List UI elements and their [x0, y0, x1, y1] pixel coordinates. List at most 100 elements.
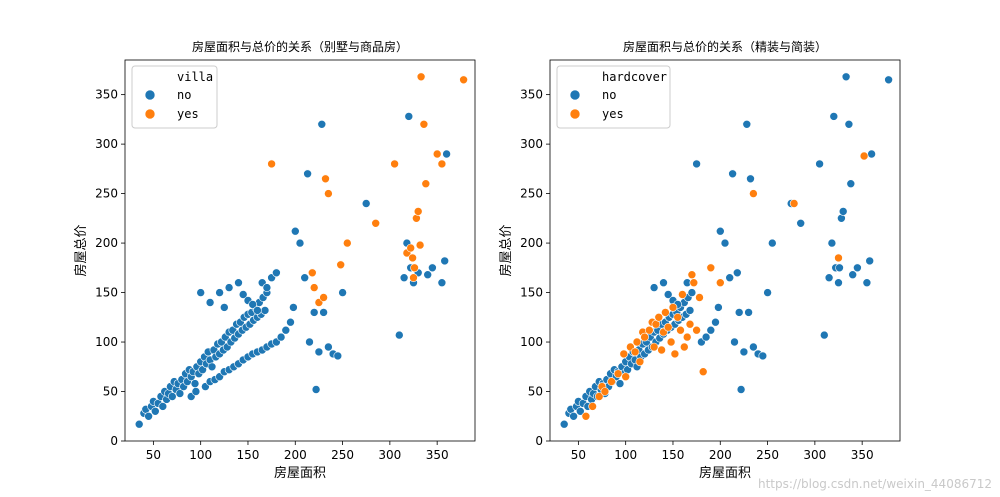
scatter-point-no: [175, 389, 185, 398]
scatter-point-no: [763, 288, 772, 297]
scatter-point-no: [361, 199, 371, 208]
x-axis-label: 房屋面积: [699, 465, 751, 481]
scatter-point-yes: [406, 243, 416, 253]
scatter-point-no: [234, 278, 243, 288]
y-tick-label: 100: [95, 335, 118, 349]
scatter-point-no: [262, 283, 272, 292]
scatter-point-no: [862, 278, 872, 288]
scatter-point-yes: [666, 337, 676, 347]
scatter-point-yes: [749, 189, 758, 198]
scatter-point-no: [701, 332, 711, 342]
scatter-point-no: [314, 347, 324, 357]
x-tick-label: 200: [284, 448, 307, 462]
scatter-point-no: [338, 288, 347, 297]
scatter-point-yes: [415, 240, 425, 250]
scatter-point-yes: [715, 278, 725, 288]
scatter-point-yes: [859, 151, 869, 161]
scatter-point-no: [305, 337, 314, 347]
scatter-point-no: [846, 179, 856, 188]
scatter-point-yes: [692, 325, 701, 335]
legend-label-yes: yes: [177, 107, 199, 121]
scatter-point-no: [440, 256, 450, 266]
chart-panel-2: 50 100 150 200 250 300 350 0 50 100 150 200 250 300 35…: [498, 39, 901, 481]
scatter-point-no: [865, 256, 875, 266]
watermark-text: https://blog.csdn.net/weixin_44086712: [757, 477, 992, 491]
scatter-point-no: [838, 207, 848, 216]
y-tick-label: 250: [95, 187, 118, 201]
scatter-point-no: [711, 317, 720, 327]
scatter-point-no: [884, 75, 893, 85]
legend-title: villa: [177, 70, 213, 84]
scatter-point-no: [728, 169, 737, 179]
scatter-point-no: [746, 174, 755, 184]
scatter-point-no: [749, 342, 758, 352]
scatter-point-no: [168, 392, 177, 401]
scatter-points: [559, 72, 893, 429]
scatter-point-no: [736, 385, 746, 394]
scatter-point-no: [687, 288, 697, 297]
scatter-point-yes: [698, 367, 708, 377]
y-tick-label: 200: [520, 236, 543, 250]
scatter-point-no: [714, 303, 723, 312]
legend-marker-no: [569, 89, 581, 101]
scatter-point-yes: [588, 402, 597, 411]
chart-panel-1: 50 100 150 200 250 300 350 0 50 100 150 200 250 300 35…: [73, 39, 476, 481]
x-tick-label: 300: [803, 448, 826, 462]
scatter-point-no: [732, 268, 742, 278]
scatter-point-no: [394, 330, 404, 340]
scatter-point-no: [841, 72, 851, 82]
scatter-point-no: [238, 290, 248, 299]
scatter-point-yes: [706, 263, 716, 273]
x-tick-label: 350: [426, 448, 449, 462]
x-tick-label: 250: [331, 448, 354, 462]
scatter-point-no: [844, 120, 854, 129]
scatter-point-no: [824, 273, 834, 283]
scatter-point-yes: [371, 219, 381, 228]
scatter-point-no: [215, 288, 224, 297]
scatter-point-no: [207, 362, 217, 372]
scatter-point-yes: [336, 260, 346, 270]
x-axis-label: 房屋面积: [274, 465, 326, 481]
scatter-point-no: [692, 159, 701, 169]
scatter-point-yes: [657, 345, 666, 355]
scatter-point-no: [649, 283, 659, 292]
x-tick-label: 100: [189, 448, 212, 462]
scatter-point-yes: [654, 312, 664, 322]
scatter-point-no: [834, 278, 843, 288]
scatter-point-no: [725, 273, 735, 283]
scatter-point-no: [281, 325, 291, 335]
scatter-point-yes: [390, 159, 399, 169]
x-tick-label: 250: [756, 448, 779, 462]
scatter-point-yes: [621, 372, 631, 382]
scatter-point-no: [819, 330, 829, 340]
scatter-point-no: [191, 387, 201, 396]
scatter-point-yes: [670, 349, 680, 359]
scatter-point-yes: [409, 273, 418, 283]
scatter-point-yes: [600, 387, 610, 396]
scatter-point-yes: [408, 253, 417, 263]
scatter-point-no: [685, 306, 695, 315]
scatter-point-no: [290, 226, 300, 236]
scatter-point-no: [248, 300, 257, 309]
scatter-point-no: [272, 268, 281, 278]
scatter-point-no: [758, 351, 768, 361]
y-tick-label: 300: [520, 137, 543, 151]
scatter-point-no: [734, 308, 744, 317]
scatter-point-yes: [663, 322, 673, 332]
scatter-point-no: [569, 411, 578, 421]
scatter-point-no: [196, 288, 205, 297]
x-tick-label: 50: [146, 448, 161, 462]
scatter-point-no: [559, 419, 569, 429]
scatter-point-yes: [649, 342, 659, 352]
scatter-point-yes: [689, 278, 699, 288]
scatter-point-no: [309, 308, 319, 317]
scatter-point-no: [720, 238, 730, 248]
y-axis-label: 房屋总价: [498, 224, 514, 276]
scatter-point-yes: [267, 159, 276, 169]
scatter-point-no: [205, 298, 215, 307]
scatter-point-no: [253, 306, 262, 315]
y-tick-label: 0: [110, 434, 118, 448]
y-tick-label: 100: [520, 335, 543, 349]
y-axis-label: 房屋总价: [73, 224, 89, 276]
scatter-point-yes: [635, 357, 645, 367]
